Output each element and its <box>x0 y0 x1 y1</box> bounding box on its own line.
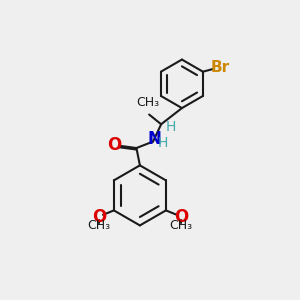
Text: Br: Br <box>211 61 230 76</box>
Text: O: O <box>92 208 106 226</box>
Text: N: N <box>147 130 161 148</box>
Text: CH₃: CH₃ <box>136 96 160 109</box>
Text: CH₃: CH₃ <box>169 219 193 232</box>
Text: O: O <box>107 136 121 154</box>
Text: CH₃: CH₃ <box>87 219 110 232</box>
Text: H: H <box>166 120 176 134</box>
Text: H: H <box>158 136 168 150</box>
Text: O: O <box>174 208 188 226</box>
